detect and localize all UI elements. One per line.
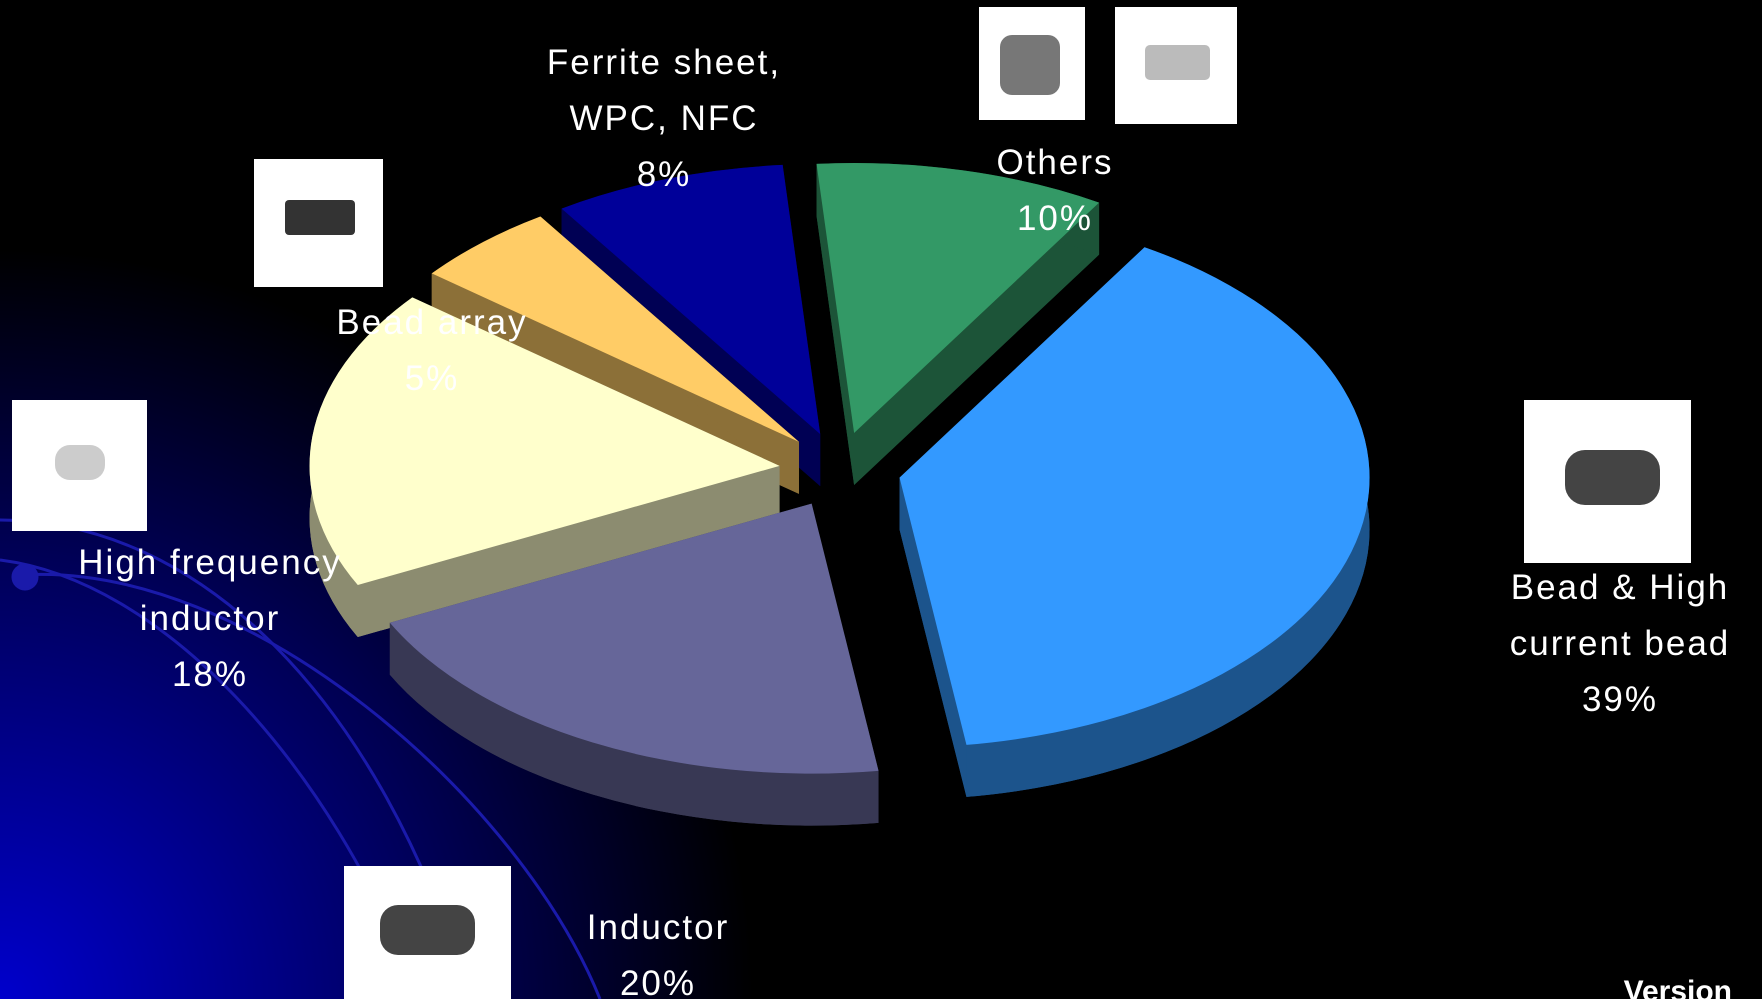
value-label: 20% [548,956,768,999]
value-label: 39% [1485,672,1755,728]
value-label: 10% [945,191,1165,247]
category-label: Ferrite sheet, WPC, NFC [514,35,814,147]
value-label: 18% [40,647,380,703]
value-label: 8% [514,147,814,203]
category-label: Inductor [548,900,768,956]
category-label: High frequency inductor [40,535,380,647]
footer-text: Version [1624,975,1732,999]
value-label: 5% [312,351,552,407]
category-label: Others [945,135,1165,191]
category-label: Bead array [312,295,552,351]
category-label: Bead & High current bead [1485,560,1755,672]
slide: Version Others10% Bead & High current bea… [0,0,1762,999]
chart [0,0,1762,999]
background [0,0,1762,999]
